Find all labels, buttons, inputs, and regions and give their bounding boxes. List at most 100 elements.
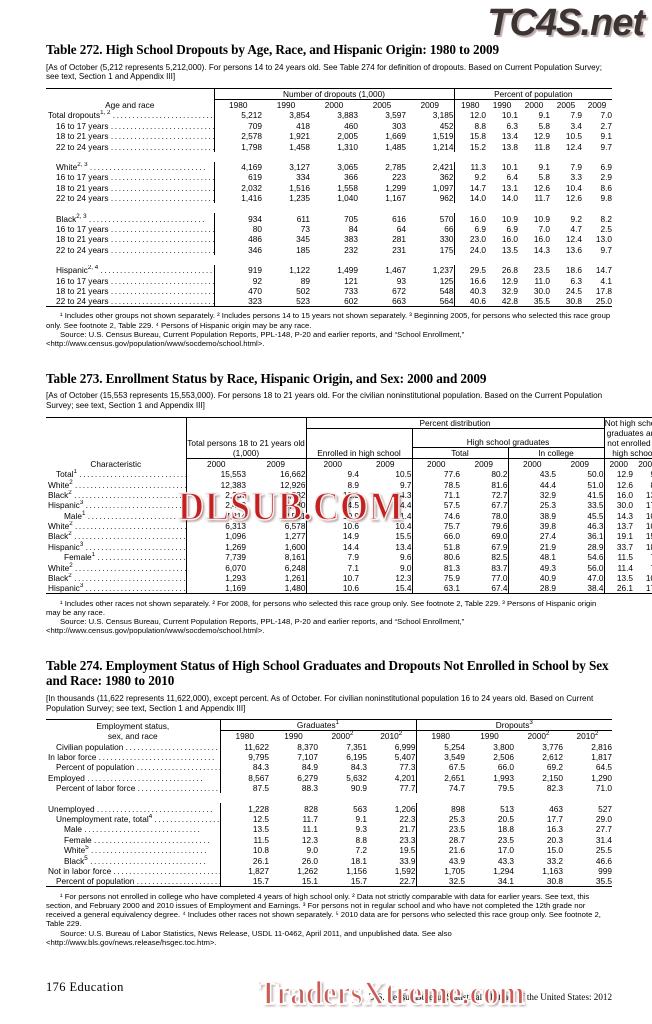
table-cell: 7.0 bbox=[600, 110, 613, 121]
table-cell: 303 bbox=[392, 120, 406, 131]
row-label: 16 to 17 years .........................… bbox=[56, 120, 214, 131]
table-row: Civilian population ....................… bbox=[46, 741, 612, 752]
table-cell: 40.9 bbox=[507, 572, 556, 584]
table-cell: 8,501 bbox=[284, 510, 306, 521]
table-cell: 54.6 bbox=[587, 552, 604, 563]
table-cell: 898 bbox=[415, 803, 466, 814]
table-cell: 12.3 bbox=[395, 573, 412, 584]
table-cell: 82.5 bbox=[491, 552, 508, 563]
col-year-tot-2009: 2009 bbox=[460, 457, 508, 469]
table-cell: 9.0 bbox=[399, 562, 412, 573]
table-cell: 2.5 bbox=[600, 224, 613, 234]
table-cell: 709 bbox=[213, 120, 262, 131]
col-group-percent-distribution: Percent distribution bbox=[305, 416, 605, 429]
table-row: White5 .............................. 10.… bbox=[46, 844, 612, 856]
table-cell: 2.7 bbox=[600, 120, 613, 131]
table-cell: 7,351 bbox=[346, 741, 367, 752]
table-cell: 21.6 bbox=[415, 844, 466, 856]
table-cell: 452 bbox=[439, 120, 454, 131]
row-label: White2 .............................. bbox=[48, 520, 186, 532]
table-cell: 1,122 bbox=[289, 265, 310, 276]
table-cell: 28.9 bbox=[507, 583, 556, 594]
table-cell: 88.3 bbox=[301, 783, 318, 794]
table-row: Male1 ..............................7,81… bbox=[46, 510, 652, 521]
group-header-percent: Percent of population bbox=[453, 88, 613, 101]
table-cell: 14.9 bbox=[305, 531, 359, 542]
table-cell: 570 bbox=[439, 213, 454, 224]
table-bottom-rule bbox=[46, 593, 652, 596]
table-cell: 10.4 bbox=[395, 521, 412, 532]
table-cell: 2,785 bbox=[385, 162, 406, 173]
col-year-eh-2000: 2000 bbox=[305, 457, 359, 469]
table-cell: 20.5 bbox=[497, 814, 515, 825]
table-cell: 3,776 bbox=[542, 741, 564, 752]
table-row: Unemployed .............................… bbox=[46, 803, 612, 814]
table-274-year-header-row: 1980 1990 20002 20102 1980 1990 20002 20… bbox=[46, 730, 612, 742]
table-cell: 21.9 bbox=[507, 541, 556, 552]
table-cell: 513 bbox=[500, 803, 515, 814]
table-cell: 231 bbox=[392, 244, 406, 255]
table-cell: 1,097 bbox=[432, 182, 454, 193]
col-year-g-2000: 20002 bbox=[331, 730, 354, 742]
table-272: Age and race Number of dropouts (1,000) … bbox=[46, 88, 613, 309]
table-cell: 16.0 bbox=[603, 489, 634, 500]
table-cell: 71.0 bbox=[595, 783, 613, 794]
row-label: White5 .............................. bbox=[64, 844, 209, 856]
table-cell: 185 bbox=[296, 244, 310, 255]
row-spacer bbox=[46, 793, 612, 803]
table-cell: 1,558 bbox=[337, 182, 358, 193]
table-cell: 8.9 bbox=[305, 479, 359, 490]
table-273-header-row-3: Total In college bbox=[46, 447, 652, 459]
table-cell: 12.6 bbox=[603, 479, 634, 490]
table-row: Hispanic3 ..............................… bbox=[46, 583, 652, 594]
table-cell: 1,921 bbox=[289, 131, 310, 142]
table-cell: 38.4 bbox=[587, 583, 604, 594]
table-cell: 10.6 bbox=[305, 583, 359, 594]
table-cell: 11.4 bbox=[603, 562, 634, 573]
table-cell: 26.8 bbox=[501, 265, 519, 276]
table-cell: 78.5 bbox=[411, 479, 460, 490]
table-row: Black2 .............................. 1,2… bbox=[46, 572, 652, 584]
table-cell: 84.3 bbox=[350, 762, 367, 773]
table-cell: 323 bbox=[213, 295, 262, 307]
table-cell: 6,313 bbox=[185, 520, 246, 532]
table-cell: 1,499 bbox=[337, 265, 358, 276]
table-row: 18 to 21 years .........................… bbox=[46, 182, 613, 193]
source-text: Source: U.S. Census Bureau, Current Popu… bbox=[46, 330, 465, 349]
source-text: Source: U.S. Bureau of Labor Statistics,… bbox=[46, 928, 452, 947]
row-label: Percent of labor force .................… bbox=[56, 783, 220, 794]
table-row: 18 to 21 years .........................… bbox=[46, 130, 612, 142]
table-cell: 26.1 bbox=[603, 583, 634, 594]
table-cell: 5,632 bbox=[346, 772, 367, 783]
table-273: Characteristic Total persons 18 to 21 ye… bbox=[46, 416, 652, 596]
footer-source: U.S. Census Bureau, Statistical Abstract… bbox=[368, 992, 612, 1002]
table-cell: 2,421 bbox=[432, 162, 454, 173]
table-cell: 1,467 bbox=[385, 265, 406, 276]
table-cell: 1,294 bbox=[493, 866, 515, 876]
table-cell: 1,167 bbox=[385, 193, 406, 204]
table-cell: 7,814 bbox=[185, 510, 246, 521]
table-cell: 8.6 bbox=[600, 182, 613, 193]
table-cell: 7.9 bbox=[570, 162, 583, 173]
row-label: Male1 .............................. bbox=[64, 510, 186, 521]
table-cell: 6,248 bbox=[284, 562, 306, 573]
table-row: Male .............................. 13.5 1… bbox=[46, 824, 612, 835]
table-cell: 17.0 bbox=[497, 845, 515, 856]
table-cell: 78.0 bbox=[491, 510, 508, 521]
col-year-ic-2009: 2009 bbox=[556, 457, 605, 469]
table-cell: 72.7 bbox=[491, 489, 508, 500]
table-cell: 18.6 bbox=[565, 265, 583, 276]
stub-header: Characteristic bbox=[46, 416, 186, 469]
table-cell: 10.5 bbox=[565, 131, 583, 142]
table-row: Female .............................. 11.… bbox=[46, 834, 612, 845]
table-cell: 4,201 bbox=[394, 772, 416, 783]
table-cell: 90.9 bbox=[350, 783, 367, 794]
table-cell: 57.5 bbox=[411, 499, 460, 511]
col-year-nh-2000: 2000 bbox=[603, 457, 634, 469]
table-cell: 11.1 bbox=[302, 824, 318, 835]
table-cell: 7.2 bbox=[355, 845, 367, 856]
table-cell: 602 bbox=[344, 295, 358, 306]
source-text: Source: U.S. Census Bureau, Current Popu… bbox=[46, 617, 465, 636]
table-cell: 1,827 bbox=[219, 865, 269, 876]
table-cell: 1,669 bbox=[385, 131, 406, 142]
